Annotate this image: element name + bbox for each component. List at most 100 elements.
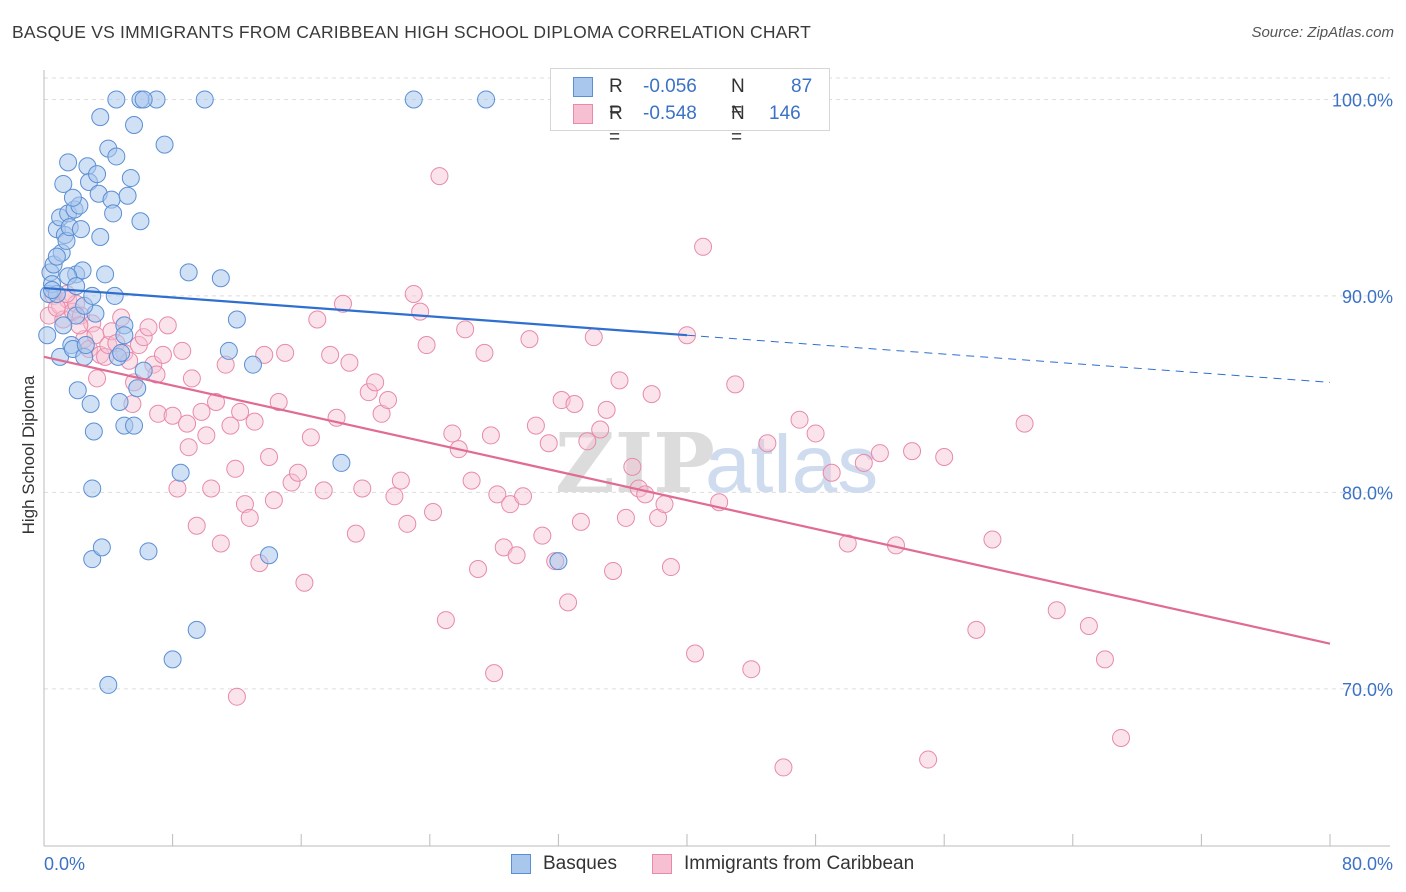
n-label: N = [731, 76, 745, 121]
caribbean-point [314, 481, 333, 500]
caribbean-point [178, 414, 197, 433]
caribbean-point [149, 404, 168, 423]
basques-point [332, 453, 351, 472]
caribbean-point [854, 453, 873, 472]
caribbean-point [822, 463, 841, 482]
caribbean-point [240, 508, 259, 527]
x-tick-label-max: 80.0% [1342, 854, 1393, 874]
caribbean-point [134, 328, 153, 347]
caribbean-point [578, 432, 597, 451]
trend-lines [43, 286, 1331, 645]
caribbean-point [139, 318, 158, 337]
caribbean-point [935, 448, 954, 467]
basques-point [219, 341, 238, 360]
caribbean-point [197, 426, 216, 445]
caribbean-point [686, 644, 705, 663]
caribbean-point [559, 593, 578, 612]
y-tick-label: 90.0% [1342, 287, 1393, 307]
caribbean-point [514, 487, 533, 506]
caribbean-point [443, 424, 462, 443]
caribbean-point [211, 534, 230, 553]
basques-point [83, 286, 102, 305]
n-label: N = [731, 103, 745, 148]
basques-point [195, 90, 214, 109]
basques-point [83, 479, 102, 498]
caribbean-point [288, 463, 307, 482]
basques-point [76, 336, 95, 355]
y-tick-label: 70.0% [1342, 680, 1393, 700]
caribbean-point [424, 503, 443, 522]
caribbean-point [226, 459, 245, 478]
caribbean-point [661, 558, 680, 577]
basques-point [125, 416, 144, 435]
caribbean-point [260, 448, 279, 467]
caribbean-point [264, 491, 283, 510]
caribbean-point [456, 320, 475, 339]
caribbean-point [411, 302, 430, 321]
basques-trend-line [43, 286, 688, 337]
caribbean-point [158, 316, 177, 335]
caribbean-point [276, 343, 295, 362]
correlation-legend: R = -0.056 N = 87 R = -0.548 N = 146 [550, 68, 830, 148]
caribbean-point [475, 343, 494, 362]
caribbean-point [398, 514, 417, 533]
caribbean-point [726, 375, 745, 394]
caribbean-point [88, 369, 107, 388]
basques-point [115, 326, 134, 345]
r-label: R = [609, 103, 623, 148]
caribbean-point [385, 487, 404, 506]
basques-point [134, 361, 153, 380]
basques-swatch [511, 854, 531, 874]
caribbean-point [616, 508, 635, 527]
caribbean-point [838, 534, 857, 553]
caribbean-point [571, 512, 590, 531]
series-basques-points [38, 90, 568, 694]
basques-point [227, 310, 246, 329]
tick-labels: 70.0% 80.0% 90.0% 100.0% 0.0% 80.0% [44, 90, 1393, 874]
caribbean-point [597, 400, 616, 419]
caribbean-point [295, 573, 314, 592]
basques-point [54, 174, 73, 193]
caribbean-point [520, 330, 539, 349]
basques-point [549, 552, 568, 571]
caribbean-point [655, 495, 674, 514]
basques-point [179, 263, 198, 282]
caribbean-point [366, 373, 385, 392]
basques-point [121, 169, 140, 188]
basques-point [211, 269, 230, 288]
basques-point [107, 90, 126, 109]
caribbean-point [604, 561, 623, 580]
basques-label: Basques [543, 853, 617, 874]
caribbean-point [526, 416, 545, 435]
caribbean-point [507, 546, 526, 565]
caribbean-trend-line [43, 355, 1331, 645]
basques-point [131, 212, 150, 231]
caribbean-point [967, 620, 986, 639]
caribbean-label: Immigrants from Caribbean [684, 853, 915, 874]
caribbean-swatch [573, 104, 593, 124]
basques-point [63, 188, 82, 207]
caribbean-point [584, 328, 603, 347]
r-value: -0.548 [643, 103, 697, 124]
caribbean-point [321, 345, 340, 364]
caribbean-point [173, 341, 192, 360]
caribbean-point [179, 438, 198, 457]
caribbean-point [221, 416, 240, 435]
basques-point [47, 247, 66, 266]
caribbean-point [231, 402, 250, 421]
basques-point [128, 379, 147, 398]
basques-point [67, 277, 86, 296]
source-label: Source: ZipAtlas.com [1251, 24, 1394, 41]
r-value: -0.056 [643, 76, 697, 97]
caribbean-point [192, 402, 211, 421]
n-value: 87 [791, 76, 813, 97]
caribbean-point [983, 530, 1002, 549]
caribbean-point [462, 471, 481, 490]
basques-point [477, 90, 496, 109]
axes [43, 70, 1390, 847]
caribbean-point [806, 424, 825, 443]
caribbean-point [391, 471, 410, 490]
caribbean-point [636, 485, 655, 504]
basques-point [134, 90, 153, 109]
